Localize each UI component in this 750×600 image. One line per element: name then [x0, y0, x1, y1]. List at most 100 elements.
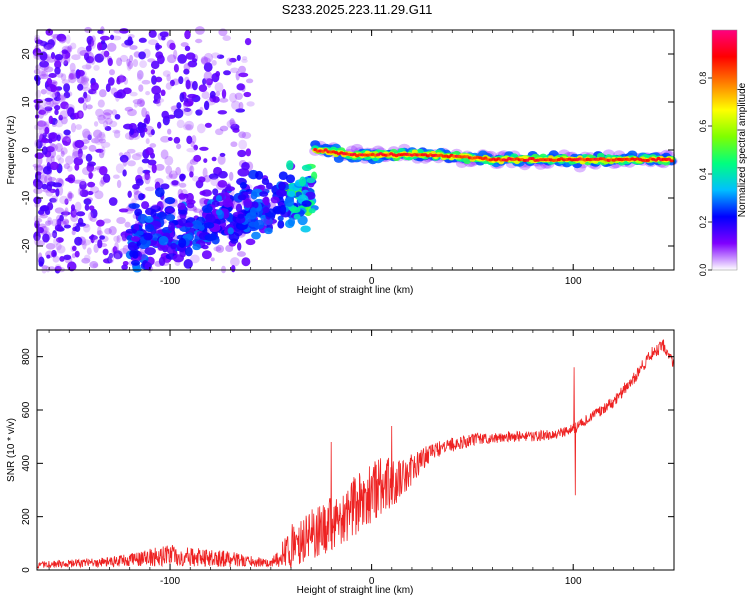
heatmap-cell	[54, 53, 64, 61]
heatmap-cell	[306, 177, 316, 184]
heatmap-cell	[49, 161, 59, 171]
heatmap-cell	[236, 54, 241, 61]
snr-axes: -100 0 100 0 200 400 600 800	[21, 330, 675, 587]
heatmap-cell	[54, 60, 62, 69]
heatmap-cell	[102, 173, 111, 183]
heatmap-cell	[123, 77, 129, 85]
heatmap-cell	[76, 153, 87, 160]
heatmap-cell	[171, 180, 179, 186]
heatmap-cell	[132, 183, 140, 190]
heatmap-cell	[192, 175, 200, 182]
heatmap-cell	[100, 35, 110, 41]
heatmap-cell	[72, 147, 79, 157]
heatmap-cell	[54, 119, 64, 128]
heatmap-cell	[87, 181, 96, 188]
heatmap-cell	[170, 180, 181, 187]
heatmap-cell	[243, 198, 253, 209]
heatmap-cell	[102, 109, 113, 116]
heatmap-cell	[203, 158, 208, 163]
heatmap-cell	[69, 69, 77, 80]
heatmap-cell	[204, 214, 216, 224]
heatmap-cell	[66, 192, 75, 199]
heatmap-cell	[211, 60, 217, 66]
heatmap-cell	[115, 163, 124, 174]
heatmap-cell	[80, 75, 87, 85]
heatmap-cell	[108, 253, 115, 264]
heatmap-cell	[96, 219, 105, 227]
heatmap-cell	[76, 75, 86, 84]
heatmap-cell	[116, 216, 126, 225]
heatmap-cell	[81, 239, 92, 246]
heatmap-cell	[230, 265, 236, 273]
heatmap-cell	[127, 160, 136, 167]
heatmap-cell	[179, 173, 186, 180]
heatmap-cell	[130, 260, 141, 266]
heatmap-cell	[154, 163, 165, 171]
heatmap-cell	[113, 250, 123, 260]
heatmap-cell	[237, 213, 245, 219]
heatmap-cell	[135, 152, 145, 157]
heatmap-cell	[64, 198, 69, 205]
heatmap-cell	[299, 176, 307, 187]
heatmap-cell	[135, 178, 144, 186]
heatmap-cell	[169, 42, 176, 51]
heatmap-cell	[80, 77, 89, 86]
heatmap-cell	[62, 136, 71, 147]
spectrogram-x-tick-label: 0	[369, 276, 375, 287]
heatmap-cell	[177, 202, 186, 210]
heatmap-cell	[71, 245, 77, 252]
heatmap-cell	[199, 106, 204, 114]
snr-y-tick-label: 400	[21, 455, 32, 472]
heatmap-cell	[89, 261, 99, 269]
heatmap-cell	[173, 49, 178, 60]
heatmap-cell	[162, 70, 171, 77]
heatmap-cell	[195, 109, 203, 116]
heatmap-cell	[238, 139, 248, 150]
heatmap-cell	[43, 121, 50, 128]
heatmap-cell	[36, 120, 46, 127]
heatmap-cell	[214, 82, 224, 93]
heatmap-cell	[160, 183, 170, 190]
heatmap-cell	[168, 170, 178, 180]
heatmap-cell	[198, 197, 208, 205]
heatmap-cell	[88, 205, 95, 211]
heatmap-cell	[42, 166, 52, 175]
heatmap-cell	[145, 90, 151, 96]
heatmap-cell	[270, 196, 280, 204]
colorbar-tick-label: 0.8	[698, 72, 708, 85]
heatmap-cell	[39, 60, 49, 68]
heatmap-cell	[157, 121, 162, 129]
heatmap-cell	[263, 217, 274, 226]
heatmap-cell	[246, 101, 255, 107]
heatmap-cell	[100, 50, 109, 59]
heatmap-cell	[63, 91, 71, 99]
heatmap-cell	[34, 103, 42, 109]
heatmap-cell	[201, 250, 212, 260]
heatmap-cell	[112, 174, 120, 179]
snr-x-tick-label: 100	[565, 576, 582, 587]
heatmap-cell	[141, 79, 151, 85]
heatmap-cell	[59, 195, 69, 205]
heatmap-cell	[49, 197, 57, 203]
heatmap-cell	[94, 135, 103, 145]
heatmap-cell	[150, 129, 155, 136]
heatmap-cell	[107, 57, 113, 67]
colorbar-tick-label: 0.0	[698, 264, 708, 277]
heatmap-cell	[171, 234, 179, 243]
heatmap-cell	[128, 203, 140, 209]
heatmap-cell	[109, 69, 115, 76]
heatmap-cell	[37, 120, 47, 128]
heatmap-cell	[203, 52, 214, 63]
heatmap-cell	[183, 107, 192, 112]
heatmap-cell	[110, 87, 118, 95]
heatmap-cell	[41, 47, 48, 52]
heatmap-cell	[141, 107, 147, 118]
heatmap-cell	[79, 145, 88, 150]
heatmap-cell	[208, 173, 219, 180]
heatmap-cell	[85, 62, 92, 70]
heatmap-cell	[139, 100, 145, 107]
heatmap-cell	[109, 34, 115, 41]
heatmap-cell	[45, 250, 54, 259]
heatmap-cell	[187, 61, 197, 68]
